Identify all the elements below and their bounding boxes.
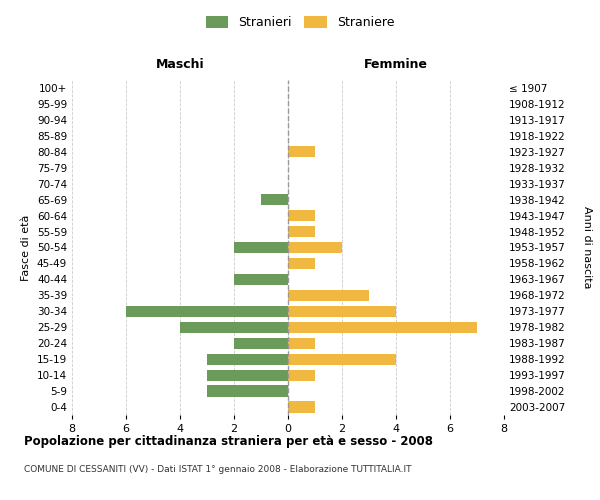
Bar xyxy=(288,402,315,412)
Bar xyxy=(288,258,315,269)
Bar xyxy=(234,338,288,349)
Bar xyxy=(207,354,288,364)
Bar xyxy=(180,322,288,333)
Bar xyxy=(288,290,369,301)
Text: Popolazione per cittadinanza straniera per età e sesso - 2008: Popolazione per cittadinanza straniera p… xyxy=(24,435,433,448)
Bar xyxy=(288,322,477,333)
Bar xyxy=(207,370,288,380)
Bar xyxy=(288,146,315,158)
Y-axis label: Fasce di età: Fasce di età xyxy=(22,214,31,280)
Text: Femmine: Femmine xyxy=(364,58,428,71)
Bar xyxy=(234,242,288,253)
Bar xyxy=(207,386,288,396)
Bar xyxy=(288,370,315,380)
Y-axis label: Anni di nascita: Anni di nascita xyxy=(582,206,592,288)
Text: COMUNE DI CESSANITI (VV) - Dati ISTAT 1° gennaio 2008 - Elaborazione TUTTITALIA.: COMUNE DI CESSANITI (VV) - Dati ISTAT 1°… xyxy=(24,465,412,474)
Bar xyxy=(288,242,342,253)
Bar xyxy=(234,274,288,285)
Bar xyxy=(261,194,288,205)
Bar xyxy=(288,210,315,221)
Bar xyxy=(288,226,315,237)
Bar xyxy=(288,354,396,364)
Text: Maschi: Maschi xyxy=(155,58,205,71)
Bar xyxy=(288,338,315,349)
Legend: Stranieri, Straniere: Stranieri, Straniere xyxy=(201,11,399,34)
Bar xyxy=(126,306,288,317)
Bar xyxy=(288,306,396,317)
